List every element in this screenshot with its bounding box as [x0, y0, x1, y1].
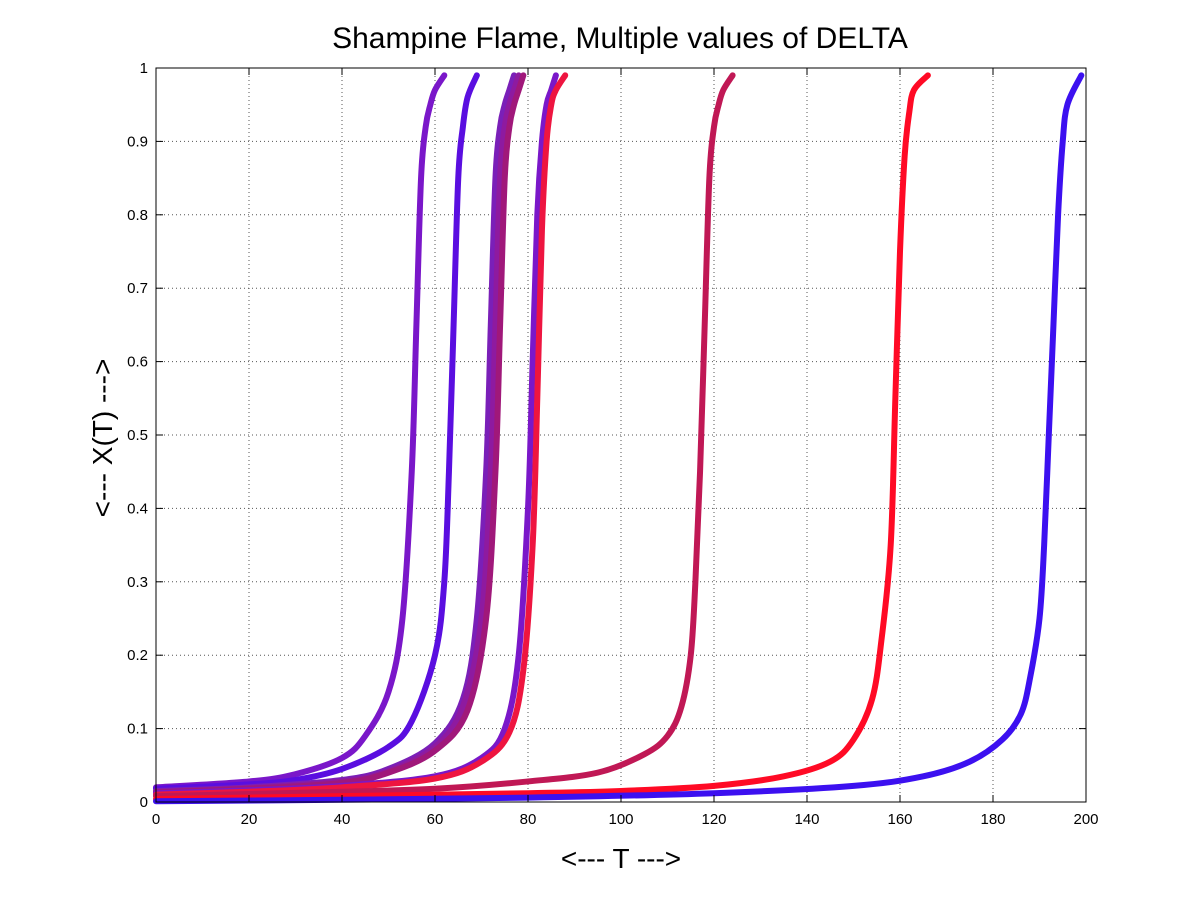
- y-tick-label: 0.9: [127, 133, 148, 150]
- series-line-7: [153, 72, 569, 798]
- series-line-2: [153, 72, 480, 792]
- x-tick-label: 60: [427, 811, 444, 828]
- x-tick-label: 140: [794, 811, 819, 828]
- series-line-1: [153, 72, 448, 791]
- y-tick-label: 0.4: [127, 500, 148, 517]
- x-tick-label: 180: [980, 811, 1005, 828]
- y-tick-label: 0.7: [127, 280, 148, 297]
- y-axis-label: <--- X(T) --->: [87, 359, 118, 518]
- series-line-9: [153, 72, 931, 803]
- x-tick-label: 40: [334, 811, 351, 828]
- series-layer: [153, 72, 1085, 805]
- y-tick-label: 0.1: [127, 721, 148, 738]
- grid-layer: [156, 68, 1086, 802]
- y-tick-label: 0.3: [127, 574, 148, 591]
- y-tick-label: 0.8: [127, 207, 148, 224]
- series-line-8: [153, 72, 736, 800]
- tick-layer: 0 20 40 60 80 100 120 140 160 180 200 0 0.1 0.2 0.3 0.4…: [127, 60, 1098, 828]
- x-tick-label: 0: [152, 811, 160, 828]
- y-tick-label: 0.6: [127, 354, 148, 371]
- x-tick-label: 20: [241, 811, 258, 828]
- y-tick-label: 1: [140, 60, 148, 77]
- x-axis-label: <--- T --->: [561, 843, 681, 874]
- x-tick-label: 160: [887, 811, 912, 828]
- x-tick-label: 200: [1073, 811, 1098, 828]
- y-tick-label: 0.5: [127, 427, 148, 444]
- chart-title: Shampine Flame, Multiple values of DELTA: [332, 22, 908, 55]
- y-tick-label: 0: [140, 794, 148, 811]
- x-tick-label: 100: [608, 811, 633, 828]
- x-tick-label: 120: [701, 811, 726, 828]
- series-line-10: [153, 72, 1085, 805]
- x-tick-label: 80: [520, 811, 537, 828]
- y-tick-label: 0.2: [127, 647, 148, 664]
